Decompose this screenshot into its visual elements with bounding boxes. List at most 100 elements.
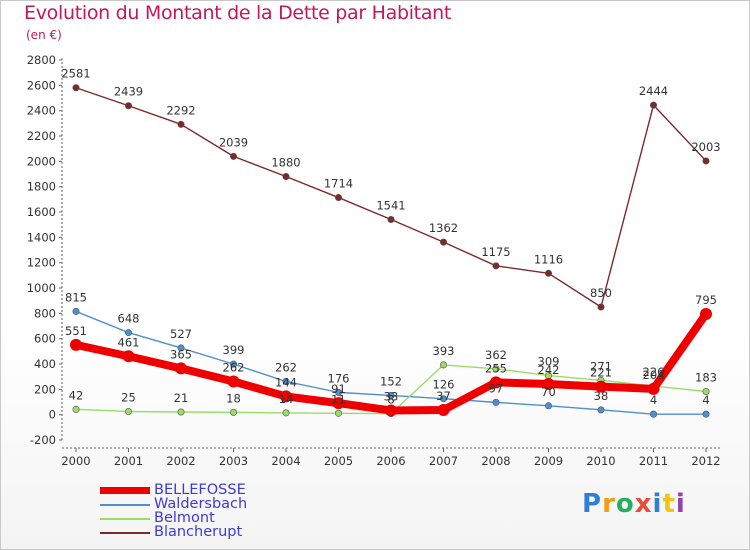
data-label-blancherupt: 1880 <box>271 156 300 170</box>
data-label-belmont: 14 <box>279 392 294 406</box>
data-label-bellefosse: 91 <box>331 382 346 396</box>
data-label-belmont: 183 <box>695 370 717 384</box>
data-label-bellefosse: 255 <box>485 361 507 375</box>
legend-item-belmont: Belmont <box>100 510 360 526</box>
data-point-bellefosse <box>227 375 240 388</box>
chart-axes: -200 0 200 400 600 800 1000 1200 1400 1600 1800 200… <box>27 53 721 468</box>
data-label-waldersbach: 648 <box>118 312 140 326</box>
data-point-blancherupt <box>177 120 185 128</box>
data-point-waldersbach <box>649 410 657 418</box>
data-label-blancherupt: 1175 <box>481 245 510 259</box>
data-point-bellefosse <box>490 376 502 389</box>
y-tick-label: 400 <box>34 357 56 371</box>
data-point-waldersbach <box>544 402 552 410</box>
y-tick-label: 1800 <box>27 180 56 194</box>
data-label-belmont: 42 <box>69 388 84 402</box>
data-label-belmont: 393 <box>433 344 455 358</box>
data-point-blancherupt <box>334 194 342 202</box>
data-label-bellefosse: 365 <box>170 347 192 361</box>
y-tick-label: 2800 <box>27 53 56 67</box>
data-point-bellefosse <box>437 403 450 416</box>
data-label-bellefosse: 204 <box>643 368 665 382</box>
x-tick-label: 2008 <box>481 454 510 468</box>
data-label-belmont: 21 <box>174 391 189 405</box>
logo-letter: P <box>582 489 603 519</box>
data-point-blancherupt <box>230 152 238 160</box>
x-tick-label: 2001 <box>114 454 143 468</box>
data-label-blancherupt: 1714 <box>324 177 353 191</box>
data-point-bellefosse <box>280 390 292 403</box>
data-point-blancherupt <box>387 215 395 223</box>
chart-subtitle: (en €) <box>26 28 62 42</box>
y-tick-label: 200 <box>34 382 56 396</box>
data-point-blancherupt <box>492 262 500 270</box>
x-tick-label: 2005 <box>324 454 353 468</box>
data-point-blancherupt <box>72 84 80 92</box>
data-label-belmont: 25 <box>121 391 136 405</box>
data-label-bellefosse: 795 <box>695 293 717 307</box>
data-point-belmont <box>492 365 500 373</box>
data-label-blancherupt: 850 <box>590 286 612 300</box>
data-label-belmont: 18 <box>226 391 241 405</box>
y-tick-label: 1200 <box>27 256 56 270</box>
data-point-belmont <box>282 409 290 417</box>
data-label-belmont: 226 <box>643 365 665 379</box>
data-label-waldersbach: 527 <box>170 327 192 341</box>
data-point-waldersbach <box>177 344 185 352</box>
legend-item-waldersbach: Waldersbach <box>100 496 360 512</box>
data-point-blancherupt <box>125 102 133 110</box>
data-point-belmont <box>72 405 80 413</box>
y-tick-label: 1400 <box>27 230 56 244</box>
data-label-waldersbach: 176 <box>328 371 350 385</box>
data-label-blancherupt: 2003 <box>691 140 720 154</box>
data-point-waldersbach <box>334 388 342 396</box>
series-line-blancherupt <box>75 87 707 308</box>
legend-item-bellefosse: BELLEFOSSE <box>100 482 360 498</box>
legend-swatch <box>100 532 150 534</box>
data-label-waldersbach: 70 <box>541 385 556 399</box>
data-point-waldersbach <box>702 410 710 418</box>
y-tick-label: -200 <box>30 433 56 447</box>
data-label-waldersbach: 4 <box>702 393 709 407</box>
data-point-waldersbach <box>72 307 80 315</box>
x-tick-label: 2012 <box>691 454 720 468</box>
data-point-waldersbach <box>125 329 133 337</box>
data-point-belmont <box>177 408 185 416</box>
data-point-waldersbach <box>282 377 290 385</box>
logo-letter: r <box>602 489 616 519</box>
x-tick-label: 2003 <box>219 454 248 468</box>
legend-swatch <box>100 504 150 506</box>
data-label-belmont: 362 <box>485 348 507 362</box>
chart-title: Evolution du Montant de la Dette par Hab… <box>24 2 452 24</box>
data-point-waldersbach <box>597 406 605 414</box>
data-label-waldersbach: 4 <box>650 393 657 407</box>
data-point-blancherupt <box>597 303 605 311</box>
data-point-blancherupt <box>649 101 657 109</box>
legend-label: Blancherupt <box>154 524 243 540</box>
x-tick-label: 2007 <box>429 454 458 468</box>
data-label-blancherupt: 1116 <box>534 252 563 266</box>
data-label-bellefosse: 461 <box>118 335 140 349</box>
logo-letter: x <box>634 489 653 519</box>
data-point-bellefosse <box>385 404 397 417</box>
legend-label: BELLEFOSSE <box>154 482 246 498</box>
data-label-waldersbach: 38 <box>594 389 609 403</box>
data-point-bellefosse <box>542 378 555 391</box>
y-tick-label: 2400 <box>27 104 56 118</box>
y-tick-label: 800 <box>34 306 56 320</box>
logo-letter: o <box>615 489 635 519</box>
legend-swatch <box>100 518 150 520</box>
series-layer <box>70 84 712 418</box>
data-label-waldersbach: 815 <box>65 290 87 304</box>
data-label-bellefosse: 551 <box>65 324 87 338</box>
data-label-belmont: 11 <box>331 392 346 406</box>
data-point-bellefosse <box>122 350 135 363</box>
data-label-blancherupt: 1362 <box>429 221 458 235</box>
x-tick-label: 2009 <box>534 454 563 468</box>
data-label-blancherupt: 2439 <box>114 85 143 99</box>
x-tick-label: 2000 <box>61 454 90 468</box>
data-point-blancherupt <box>282 173 290 181</box>
data-label-waldersbach: 399 <box>223 343 245 357</box>
